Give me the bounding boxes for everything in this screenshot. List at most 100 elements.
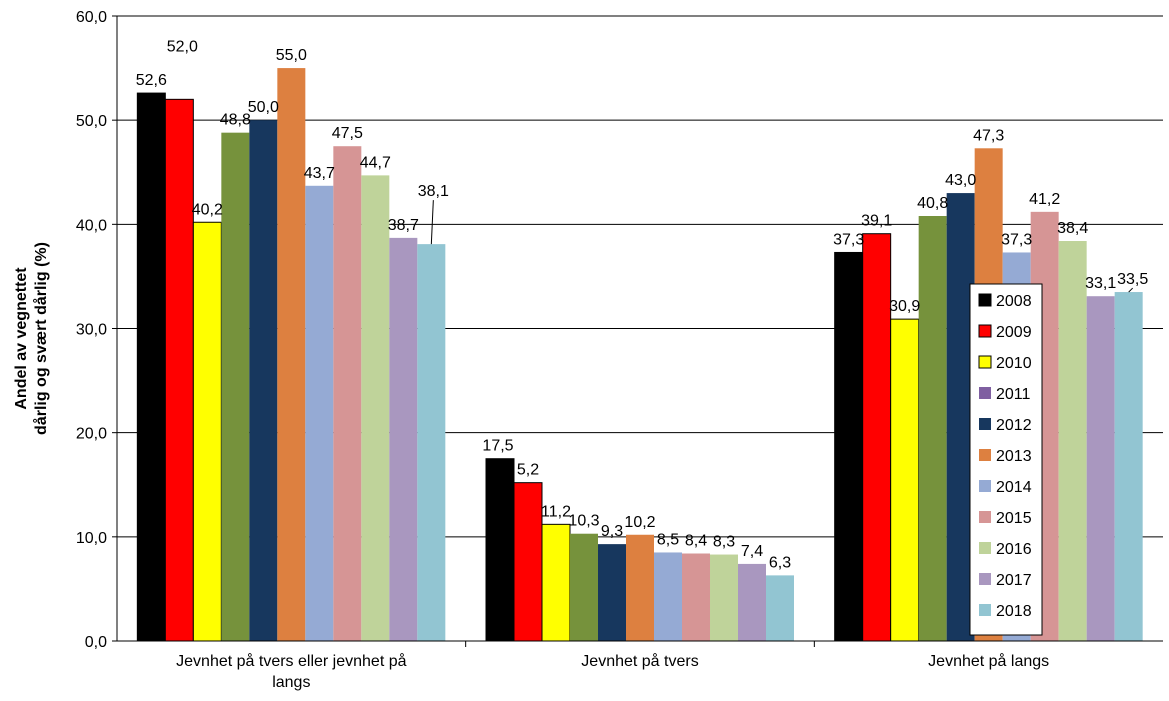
bar-2014-1 (654, 552, 682, 641)
y-axis-label-line: Andel av vegnettet (13, 267, 30, 410)
x-tick-label: Jevnhet på langs (928, 652, 1049, 670)
x-tick-label: langs (272, 674, 310, 691)
legend-swatch-2010 (978, 355, 992, 369)
legend-label-2015: 2015 (996, 510, 1032, 527)
data-label: 47,5 (332, 125, 363, 142)
legend-label-2008: 2008 (996, 293, 1032, 310)
bar-2016-0 (361, 175, 390, 641)
legend-swatch-2011 (979, 387, 991, 399)
legend-label-2011: 2011 (996, 386, 1031, 403)
data-label: 43,0 (945, 172, 976, 189)
data-label: 37,3 (833, 231, 864, 248)
legend-swatch-2017 (979, 573, 991, 585)
bar-2010-0 (192, 221, 222, 642)
legend-swatch-2013 (979, 449, 991, 461)
bar-2013-0 (277, 68, 306, 642)
y-axis-label: Andel av vegnettet dårlig og svært dårlig… (13, 242, 50, 435)
data-labels: 52,6 17,5 37,3 52,0 5,2 39,1 40,2 11,2 30,9 48,8 1… (136, 38, 1149, 571)
legend-label-2012: 2012 (996, 417, 1032, 434)
bar-2009-0 (164, 98, 194, 642)
x-tick-label: Jevnhet på tvers (581, 652, 698, 670)
bar-2012-0 (249, 120, 278, 641)
bar-2009-2 (862, 233, 892, 642)
data-label: 17,5 (482, 438, 513, 455)
data-label: 37,3 (1001, 231, 1032, 248)
data-label: 44,7 (360, 154, 391, 171)
bar-2018-0 (417, 244, 446, 641)
legend-swatch-2009 (978, 324, 992, 338)
label-leader-line (430, 200, 434, 245)
legend-swatch-2008 (978, 293, 992, 307)
bar-2011-2 (918, 216, 947, 641)
data-label: 33,1 (1085, 275, 1116, 292)
data-label: 38,7 (388, 217, 419, 234)
legend-swatch-2018 (979, 604, 991, 616)
data-label: 8,3 (713, 534, 735, 551)
data-label: 11,2 (541, 503, 571, 520)
data-label: 33,5 (1117, 271, 1148, 288)
y-tick-label: 20,0 (76, 426, 107, 443)
data-label: 40,2 (192, 201, 223, 218)
bar-2010-2 (890, 318, 920, 642)
bar-2017-1 (738, 563, 766, 641)
data-label: 41,2 (1029, 191, 1060, 208)
data-label: 8,4 (685, 533, 707, 550)
data-label: 40,8 (917, 195, 948, 212)
data-label: 30,9 (889, 298, 920, 315)
data-label: 7,4 (741, 543, 763, 560)
legend-label-2013: 2013 (996, 448, 1032, 465)
data-label: 9,3 (601, 523, 623, 540)
legend-label-2014: 2014 (996, 479, 1032, 496)
y-axis-label-line: dårlig og svært dårlig (%) (32, 242, 50, 435)
legend-swatch-2016 (979, 542, 991, 554)
legend-label-2010: 2010 (996, 355, 1032, 372)
bar-2017-2 (1086, 296, 1115, 641)
bar-2013-1 (626, 534, 654, 641)
y-tick-label: 0,0 (85, 634, 107, 651)
bar-2010-1 (541, 523, 571, 642)
bar-2008-1 (485, 458, 515, 642)
bar-2018-1 (766, 575, 794, 641)
y-tick-label: 10,0 (76, 530, 107, 547)
data-label: 39,1 (861, 213, 892, 230)
data-label: 43,7 (304, 165, 335, 182)
data-label: 52,6 (136, 72, 167, 89)
bars (136, 68, 1143, 642)
legend-swatch-2015 (979, 511, 991, 523)
label-leader-line (1128, 287, 1134, 293)
x-tick-label: Jevnhet på tvers eller jevnhet på (176, 652, 406, 670)
data-label: 10,3 (568, 513, 599, 530)
data-label: 50,0 (248, 99, 279, 116)
legend-label-2017: 2017 (996, 572, 1032, 589)
data-label: 38,4 (1057, 220, 1088, 237)
legend-swatch-2012 (979, 418, 991, 430)
y-tick-label: 30,0 (76, 322, 107, 339)
bar-2016-2 (1058, 241, 1087, 641)
bar-2017-0 (389, 237, 418, 641)
y-tick-label: 50,0 (76, 113, 107, 130)
data-label: 48,8 (220, 112, 251, 129)
bar-2018-2 (1114, 292, 1143, 641)
bar-2008-2 (834, 251, 864, 642)
bar-2014-0 (305, 185, 334, 641)
bar-2012-1 (598, 544, 626, 641)
bar-2008-0 (136, 92, 166, 642)
data-label: 10,2 (624, 514, 655, 531)
bar-2016-1 (710, 554, 738, 641)
data-label: 38,1 (418, 183, 449, 200)
bar-2011-1 (570, 533, 598, 641)
data-label: 8,5 (657, 531, 679, 548)
legend-label-2016: 2016 (996, 541, 1032, 558)
data-label: 47,3 (973, 127, 1004, 144)
data-label: 5,2 (517, 462, 539, 479)
data-label: 6,3 (769, 554, 791, 571)
bar-2015-0 (333, 146, 362, 642)
legend-label-2009: 2009 (996, 324, 1032, 341)
y-tick-label: 40,0 (76, 217, 107, 234)
legend-swatch-2014 (979, 480, 991, 492)
data-label: 55,0 (276, 47, 307, 64)
legend-label-2018: 2018 (996, 603, 1032, 620)
axes: 0,0 10,0 20,0 30,0 40,0 50,0 60,0 Jevnhet på tv… (76, 9, 1163, 691)
data-label: 52,0 (167, 38, 198, 55)
